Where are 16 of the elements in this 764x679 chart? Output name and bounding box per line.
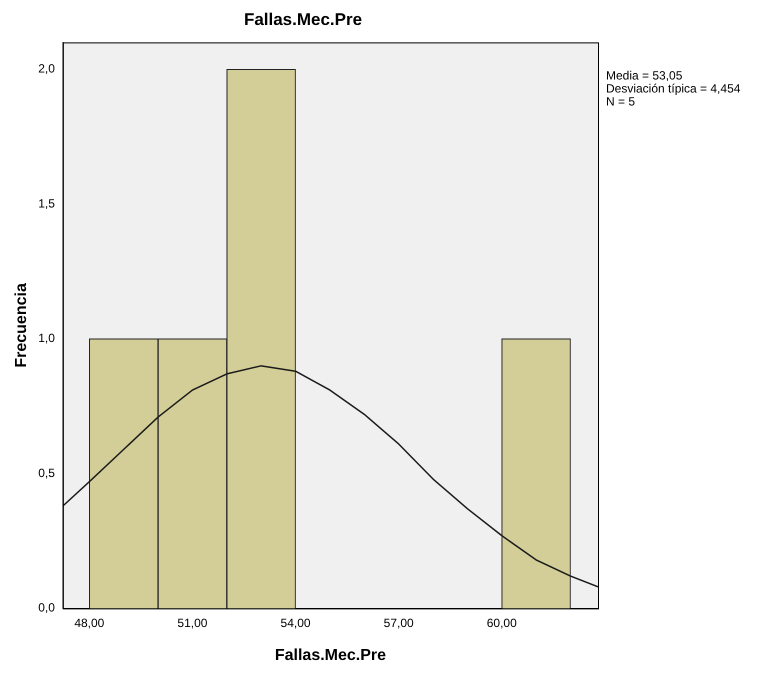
y-tick-label: 1,5 bbox=[38, 196, 56, 210]
text: Media = 53,05 bbox=[606, 68, 683, 83]
y-tick-label: 0,0 bbox=[38, 600, 56, 615]
chart-title: Fallas.Mec.Pre bbox=[244, 10, 362, 29]
text: Desviación típica = 4,454 bbox=[606, 82, 741, 96]
x-tick-label: 48,00 bbox=[74, 616, 105, 630]
x-tick-label: 54,00 bbox=[280, 616, 311, 630]
y-tick-label: 1,0 bbox=[38, 331, 56, 346]
x-tick-label: 57,00 bbox=[384, 616, 414, 630]
x-tick-label: 51,00 bbox=[177, 616, 208, 630]
x-axis-title: Fallas.Mec.Pre bbox=[274, 646, 386, 664]
y-tick-label: 2,0 bbox=[38, 62, 56, 76]
x-tick-label: 60,00 bbox=[486, 616, 518, 630]
y-axis-title: Frecuencia bbox=[13, 283, 30, 368]
y-tick-label: 0,5 bbox=[38, 466, 56, 480]
text: N = 5 bbox=[606, 94, 636, 109]
